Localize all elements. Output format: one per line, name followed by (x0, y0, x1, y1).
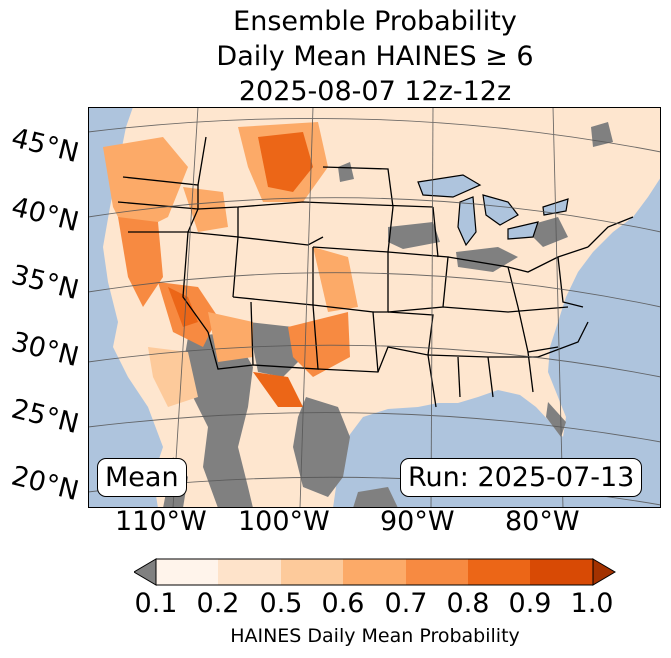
map-frame (88, 107, 661, 508)
probability-high-areas (103, 122, 358, 407)
lat-label-35: 35°N (8, 259, 82, 307)
state-boundaries (117, 136, 634, 408)
lat-label-30: 30°N (8, 326, 82, 374)
lat-label-25: 25°N (8, 393, 82, 441)
colorbar-bin-7 (530, 559, 593, 585)
lon-label-90: 90°W (380, 506, 455, 537)
colorbar-bin-4 (343, 559, 406, 585)
probability-map (88, 107, 661, 508)
lat-label-40: 40°N (8, 191, 82, 239)
colorbar-under-arrow (134, 558, 157, 586)
colorbar-bin-1 (156, 559, 218, 585)
mean-badge: Mean (97, 458, 187, 497)
colorbar-tick-0.6: 0.6 (321, 588, 365, 619)
colorbar-tick-0.1: 0.1 (134, 588, 178, 619)
colorbar-tick-0.8: 0.8 (446, 588, 490, 619)
title-line-3: 2025-08-07 12z-12z (238, 76, 512, 107)
colorbar-tick-0.2: 0.2 (196, 588, 240, 619)
lon-label-110: 110°W (115, 506, 207, 537)
colorbar (134, 558, 616, 586)
colorbar-bin-6 (468, 559, 530, 585)
colorbar-bin-2 (218, 559, 281, 585)
colorbar-bin-5 (406, 559, 468, 585)
run-date-badge: Run: 2025-07-13 (400, 458, 643, 497)
colorbar-bin-3 (281, 559, 343, 585)
colorbar-frame (155, 558, 594, 586)
lat-label-45: 45°N (8, 122, 82, 170)
lon-label-100: 100°W (238, 506, 330, 537)
title-line-2: Daily Mean HAINES ≥ 6 (216, 41, 534, 72)
colorbar-tick-0.7: 0.7 (384, 588, 428, 619)
colorbar-tick-0.9: 0.9 (508, 588, 552, 619)
lon-label-80: 80°W (505, 506, 580, 537)
lat-label-20: 20°N (8, 460, 82, 508)
colorbar-over-arrow (592, 558, 616, 586)
colorbar-tick-0.5: 0.5 (259, 588, 303, 619)
colorbar-label: HAINES Daily Mean Probability (230, 625, 520, 647)
colorbar-tick-1.0: 1.0 (570, 588, 614, 619)
title-line-1: Ensemble Probability (233, 6, 517, 37)
